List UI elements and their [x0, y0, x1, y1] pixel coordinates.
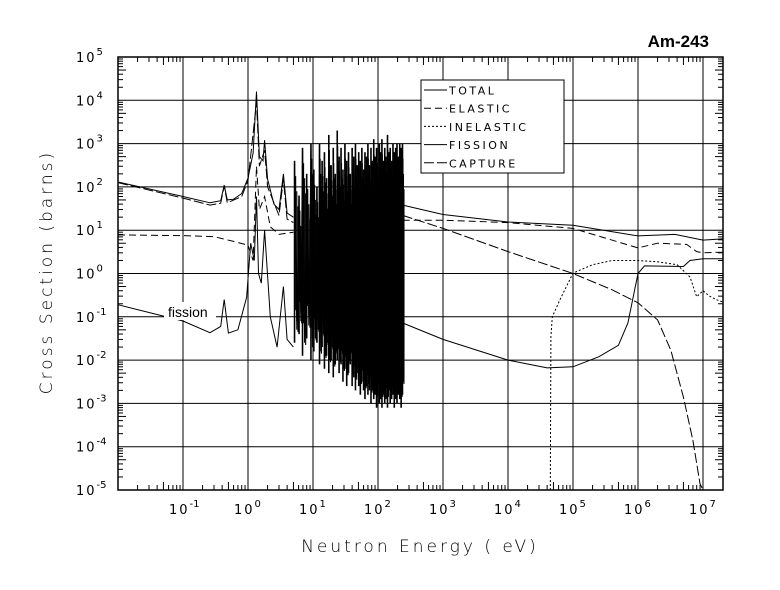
- x-tick-label: 10-1: [169, 499, 200, 518]
- x-tick-label: 104: [494, 499, 521, 518]
- elastic-legend-label: ELASTIC: [449, 103, 512, 116]
- y-tick-label: 10-1: [76, 307, 107, 326]
- capture-line-low: [117, 102, 294, 224]
- fission-legend-label: FISSION: [449, 139, 510, 152]
- total-line-low: [117, 91, 294, 218]
- y-tick-labels: 10-5 10-4 10-3 10-2 10-1 100 101 102 103 104 105: [76, 47, 107, 499]
- fission-annotation-label: fission: [168, 304, 208, 320]
- capture-line-high: [402, 214, 704, 491]
- capture-legend-label: CAPTURE: [449, 157, 518, 170]
- y-tick-label: 104: [76, 90, 103, 109]
- resonance-envelope: [294, 130, 404, 395]
- y-tick-label: 105: [76, 47, 103, 66]
- y-tick-label: 10-4: [76, 437, 107, 456]
- y-tick-label: 102: [76, 177, 103, 196]
- plot-frame: [117, 56, 724, 491]
- fission-line-low: [117, 196, 294, 348]
- minor-ticks: [118, 57, 723, 490]
- x-tick-label: 103: [429, 499, 456, 518]
- x-tick-label: 102: [364, 499, 391, 518]
- inelastic-legend-label: INELASTIC: [449, 121, 528, 134]
- x-tick-label: 106: [624, 499, 651, 518]
- y-tick-label: 100: [76, 264, 103, 283]
- y-tick-label: 101: [76, 220, 103, 239]
- elastic-line-low: [117, 166, 294, 261]
- legend: TOTAL ELASTIC INELASTIC FISSION CAPTURE: [420, 79, 565, 174]
- x-tick-labels: 10-1 100 101 102 103 104 105 106 107: [169, 499, 716, 518]
- x-axis-label: Neutron Energy ( eV): [301, 537, 539, 557]
- fission-line-high: [402, 258, 723, 369]
- plot-lines: [117, 91, 723, 491]
- x-tick-label: 105: [559, 499, 586, 518]
- x-tick-label: 101: [299, 499, 326, 518]
- elastic-line-high: [402, 219, 723, 254]
- total-legend-label: TOTAL: [448, 85, 496, 98]
- fission-annotation: fission: [164, 302, 216, 320]
- x-tick-label: 100: [234, 499, 261, 518]
- x-tick-label: 107: [689, 499, 716, 518]
- y-tick-label: 10-3: [76, 393, 107, 412]
- y-axis-label: Cross Section (barns): [37, 150, 57, 394]
- chart-title: Am-243: [648, 32, 709, 51]
- total-line-high: [402, 204, 723, 241]
- y-tick-label: 10-2: [76, 350, 107, 369]
- inelastic-line-high: [549, 260, 723, 491]
- y-tick-label: 103: [76, 134, 103, 153]
- y-tick-label: 10-5: [76, 480, 107, 499]
